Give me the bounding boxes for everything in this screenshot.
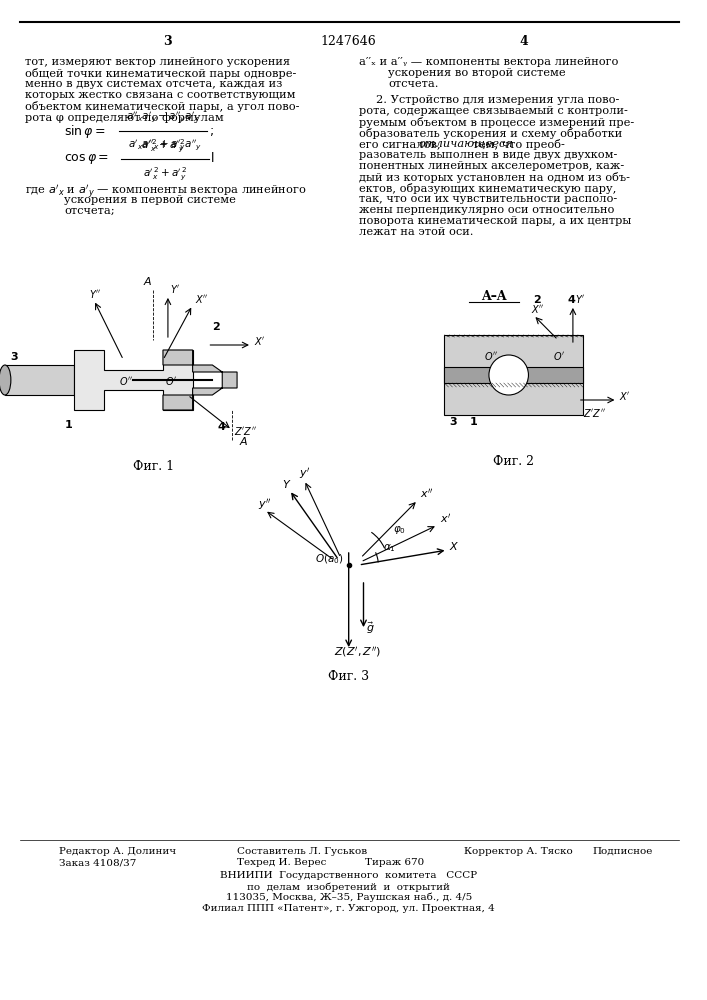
Text: 4: 4 bbox=[519, 35, 528, 48]
Text: l: l bbox=[211, 152, 214, 165]
Text: 3: 3 bbox=[163, 35, 173, 48]
Text: $y'$: $y'$ bbox=[299, 466, 310, 481]
Text: 3: 3 bbox=[450, 417, 457, 427]
Text: ;: ; bbox=[211, 124, 215, 137]
Text: 113035, Москва, Ж–35, Раушская наб., д. 4/5: 113035, Москва, Ж–35, Раушская наб., д. … bbox=[226, 893, 472, 902]
Text: $O'$: $O'$ bbox=[165, 375, 177, 387]
Text: 4: 4 bbox=[568, 295, 575, 305]
Polygon shape bbox=[5, 365, 74, 395]
Text: 2: 2 bbox=[212, 322, 220, 332]
Text: ектов, образующих кинематическую пару,: ектов, образующих кинематическую пару, bbox=[358, 183, 616, 194]
Text: ускорения в первой системе: ускорения в первой системе bbox=[64, 195, 236, 205]
Text: A–A: A–A bbox=[481, 290, 507, 303]
Text: Корректор А. Тяско: Корректор А. Тяско bbox=[464, 847, 573, 856]
Text: тем, что преоб-: тем, что преоб- bbox=[469, 139, 565, 150]
Text: общей точки кинематической пары одновре-: общей точки кинематической пары одновре- bbox=[25, 68, 296, 79]
Text: $Y'$: $Y'$ bbox=[575, 293, 585, 305]
Text: $X$: $X$ bbox=[450, 540, 460, 552]
Text: $\cos\varphi = $: $\cos\varphi = $ bbox=[64, 152, 109, 166]
Text: менно в двух системах отсчета, каждая из: менно в двух системах отсчета, каждая из bbox=[25, 79, 282, 89]
Text: 1: 1 bbox=[469, 417, 477, 427]
Text: $\alpha_1$: $\alpha_1$ bbox=[383, 542, 396, 554]
Text: $a'^{\,2}_x + a'^{\,2}_y$: $a'^{\,2}_x + a'^{\,2}_y$ bbox=[143, 166, 187, 183]
Text: лежат на этой оси.: лежат на этой оси. bbox=[358, 227, 473, 237]
Text: $x'$: $x'$ bbox=[440, 512, 451, 525]
Polygon shape bbox=[74, 350, 192, 410]
Text: Техред И. Верес: Техред И. Верес bbox=[237, 858, 327, 867]
Text: тот, измеряют вектор линейного ускорения: тот, измеряют вектор линейного ускорения bbox=[25, 57, 290, 67]
Text: поворота кинематической пары, а их центры: поворота кинематической пары, а их центр… bbox=[358, 216, 631, 226]
Text: Редактор А. Долинич: Редактор А. Долинич bbox=[59, 847, 176, 856]
Text: 4: 4 bbox=[217, 422, 226, 432]
Text: Заказ 4108/37: Заказ 4108/37 bbox=[59, 858, 136, 867]
Text: образователь ускорения и схему обработки: образователь ускорения и схему обработки bbox=[358, 128, 622, 139]
Text: отсчета;: отсчета; bbox=[64, 206, 115, 216]
FancyBboxPatch shape bbox=[445, 335, 583, 415]
Text: рота φ определяют по формулам: рота φ определяют по формулам bbox=[25, 112, 223, 123]
Text: Филиал ППП «Патент», г. Ужгород, ул. Проектная, 4: Филиал ППП «Патент», г. Ужгород, ул. Про… bbox=[202, 904, 495, 913]
Text: 2. Устройство для измерения угла пово-: 2. Устройство для измерения угла пово- bbox=[376, 95, 620, 105]
Text: рота, содержащее связываемый с контроли-: рота, содержащее связываемый с контроли- bbox=[358, 106, 627, 116]
Text: руемым объектом в процессе измерений пре-: руемым объектом в процессе измерений пре… bbox=[358, 117, 633, 128]
Text: отличающееся: отличающееся bbox=[418, 139, 513, 149]
Text: $Y$: $Y$ bbox=[281, 478, 291, 490]
Text: $a''_x a'_y - a''_y a'_x$: $a''_x a'_y - a''_y a'_x$ bbox=[126, 109, 200, 124]
Text: $X'$: $X'$ bbox=[619, 390, 631, 402]
Text: ускорения во второй системе: ускорения во второй системе bbox=[388, 68, 566, 78]
Circle shape bbox=[489, 355, 528, 395]
Text: разователь выполнен в виде двух двухком-: разователь выполнен в виде двух двухком- bbox=[358, 150, 617, 160]
Text: $x''$: $x''$ bbox=[420, 487, 433, 500]
Text: 1: 1 bbox=[64, 420, 72, 430]
Text: $X'$: $X'$ bbox=[254, 335, 266, 347]
Text: $Z(Z', Z'')$: $Z(Z', Z'')$ bbox=[334, 645, 381, 659]
Text: понентных линейных акселерометров, каж-: понентных линейных акселерометров, каж- bbox=[358, 161, 624, 171]
Text: $O'$: $O'$ bbox=[553, 350, 566, 362]
Text: Фиг. 3: Фиг. 3 bbox=[328, 670, 369, 683]
Text: Фиг. 2: Фиг. 2 bbox=[493, 455, 534, 468]
Text: Тираж 670: Тираж 670 bbox=[366, 858, 425, 867]
Text: так, что оси их чувствительности располо-: так, что оси их чувствительности располо… bbox=[358, 194, 617, 204]
Text: которых жестко связана с соответствующим: которых жестко связана с соответствующим bbox=[25, 90, 296, 100]
Text: $Z'Z''$: $Z'Z''$ bbox=[583, 407, 606, 419]
Text: дый из которых установлен на одном из объ-: дый из которых установлен на одном из об… bbox=[358, 172, 629, 183]
Text: 2: 2 bbox=[533, 295, 541, 305]
Text: Фиг. 1: Фиг. 1 bbox=[132, 460, 174, 473]
Text: $y''$: $y''$ bbox=[258, 497, 271, 512]
Text: его сигналов,: его сигналов, bbox=[358, 139, 444, 149]
Text: отсчета.: отсчета. bbox=[388, 79, 438, 89]
Text: A: A bbox=[240, 437, 247, 447]
Text: $a'^{\,2}_x + a'^{\,2}_y$: $a'^{\,2}_x + a'^{\,2}_y$ bbox=[141, 138, 185, 155]
Text: $\varphi_0$: $\varphi_0$ bbox=[393, 524, 406, 536]
Text: $a'_x a''_x + a'_y a''_y$: $a'_x a''_x + a'_y a''_y$ bbox=[128, 137, 202, 152]
Text: по  делам  изобретений  и  открытий: по делам изобретений и открытий bbox=[247, 882, 450, 892]
Text: Составитель Л. Гуськов: Составитель Л. Гуськов bbox=[237, 847, 367, 856]
Text: A: A bbox=[144, 277, 151, 287]
Text: $Y'$: $Y'$ bbox=[170, 283, 180, 295]
Text: $X''$: $X''$ bbox=[194, 293, 208, 305]
Text: 1247646: 1247646 bbox=[321, 35, 377, 48]
Text: 3: 3 bbox=[10, 352, 18, 362]
Text: $X''$: $X''$ bbox=[532, 303, 545, 315]
Bar bbox=[445, 367, 583, 383]
Text: ВНИИПИ  Государственного  комитета   СССР: ВНИИПИ Государственного комитета СССР bbox=[220, 871, 477, 880]
Text: $O(a_0)$: $O(a_0)$ bbox=[315, 552, 344, 566]
Text: $\vec{g}$: $\vec{g}$ bbox=[366, 620, 375, 636]
Text: Подписное: Подписное bbox=[592, 847, 653, 856]
Text: a′′ₓ и a′′ᵧ — компоненты вектора линейного: a′′ₓ и a′′ᵧ — компоненты вектора линейно… bbox=[358, 57, 618, 67]
Text: $O''$: $O''$ bbox=[119, 375, 133, 387]
Ellipse shape bbox=[0, 365, 11, 395]
Text: $\sin\varphi = $: $\sin\varphi = $ bbox=[64, 122, 106, 139]
Text: объектом кинематической пары, а угол пово-: объектом кинематической пары, а угол пов… bbox=[25, 101, 299, 112]
Text: жены перпендикулярно оси относительно: жены перпендикулярно оси относительно bbox=[358, 205, 614, 215]
Text: $Y''$: $Y''$ bbox=[89, 288, 101, 300]
Text: $Z'Z''$: $Z'Z''$ bbox=[234, 425, 257, 437]
Text: где $a'_x$ и $a'_y$ — компоненты вектора линейного: где $a'_x$ и $a'_y$ — компоненты вектора… bbox=[25, 184, 306, 201]
Text: $O''$: $O''$ bbox=[484, 350, 498, 362]
Polygon shape bbox=[163, 350, 237, 410]
